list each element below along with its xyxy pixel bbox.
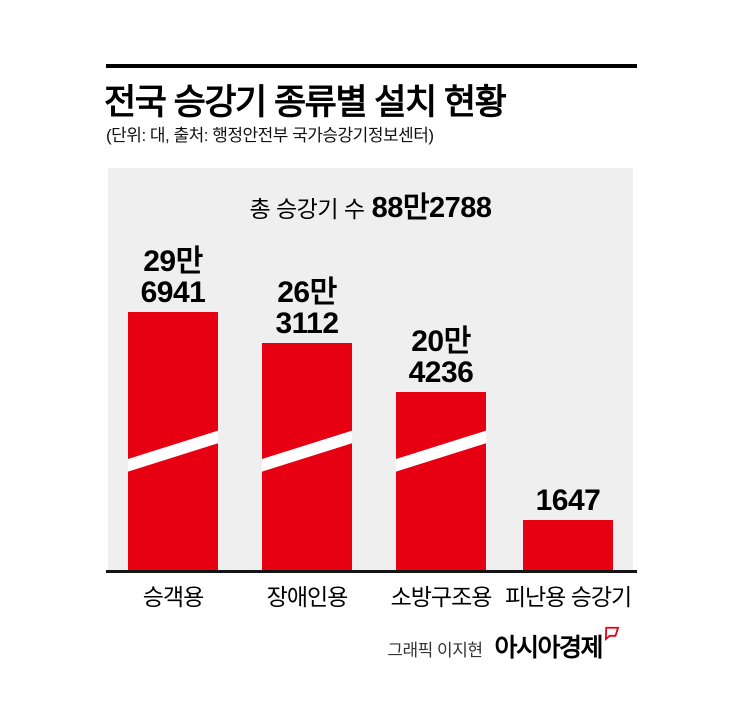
bar-2 (262, 343, 352, 572)
bar-3 (396, 392, 486, 572)
page-title: 전국 승강기 종류별 설치 현황 (104, 83, 507, 122)
bar-4 (523, 520, 613, 572)
bar-value-label: 29만 6941 (140, 245, 206, 309)
axis-break-mark (262, 427, 352, 475)
total-label: 총 승강기 수 (249, 196, 365, 222)
bar-1 (128, 312, 218, 572)
category-label: 소방구조용 (390, 584, 493, 610)
bars-area: 29만 6941 26만 3112 20만 4236 1647 (108, 168, 633, 572)
x-axis-line (106, 570, 637, 573)
bar-value-label: 1647 (535, 484, 601, 517)
axis-break-mark (128, 427, 218, 475)
page-subtitle: (단위: 대, 출처: 행정안전부 국가승강기정보센터) (106, 126, 434, 145)
top-rule (106, 64, 637, 68)
asiae-logo-mark-icon (604, 626, 620, 641)
chart-panel: 총 승강기 수 88만2788 29만 6941 26만 3112 20만 4236 1647 (108, 168, 633, 572)
axis-break-mark (396, 427, 486, 475)
category-labels-row: 승객용 장애인용 소방구조용 피난용 승강기 (108, 578, 633, 610)
total-value: 88만2788 (371, 192, 492, 224)
chart-total: 총 승강기 수 88만2788 (108, 184, 633, 226)
category-label: 승객용 (142, 584, 204, 610)
bar-value-label: 20만 4236 (408, 325, 474, 389)
footer-credit: 그래픽 이지현 아시아경제 (108, 626, 620, 664)
category-label: 피난용 승강기 (504, 584, 632, 610)
category-label: 장애인용 (266, 584, 349, 610)
brand-logo-text: 아시아경제 (494, 634, 603, 662)
bar-value-label: 26만 3112 (275, 276, 339, 340)
credit-text: 그래픽 이지현 (387, 641, 483, 660)
